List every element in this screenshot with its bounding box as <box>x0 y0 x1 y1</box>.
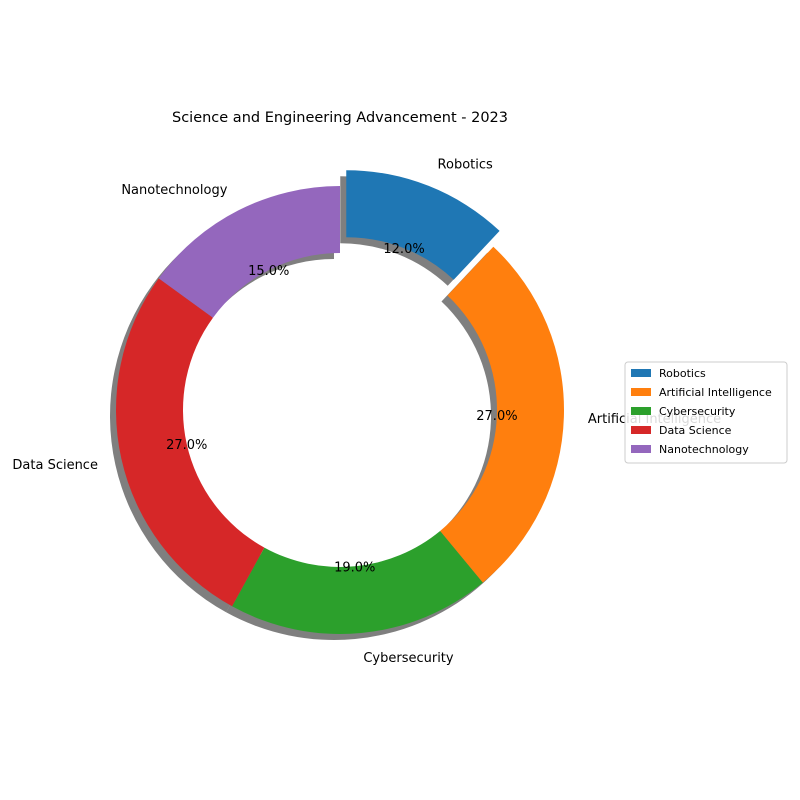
legend-swatch-cybersecurity <box>631 407 651 415</box>
legend-swatch-robotics <box>631 369 651 377</box>
wedge-cybersecurity <box>232 530 483 634</box>
wedge-data-science <box>115 278 265 607</box>
wedge-artificial-intelligence <box>440 246 565 583</box>
category-label-nanotechnology: Nanotechnology <box>121 183 227 198</box>
chart-title: Science and Engineering Advancement - 20… <box>172 110 508 126</box>
pct-label-data-science: 27.0% <box>166 438 207 453</box>
pct-label-nanotechnology: 15.0% <box>248 264 289 279</box>
category-label-cybersecurity: Cybersecurity <box>363 651 454 666</box>
legend-label-cybersecurity: Cybersecurity <box>659 405 736 418</box>
legend-swatch-data-science <box>631 426 651 434</box>
legend: Robotics Artificial Intelligence Cybersecu… <box>624 361 788 464</box>
legend-box <box>624 361 788 464</box>
category-label-data-science: Data Science <box>12 458 98 473</box>
pct-label-artificial-intelligence: 27.0% <box>476 409 517 424</box>
legend-label-nanotechnology: Nanotechnology <box>659 443 749 456</box>
legend-label-artificial-intelligence: Artificial Intelligence <box>659 386 772 399</box>
wedge-robotics <box>346 170 500 280</box>
wedge-layer <box>115 170 565 634</box>
category-label-robotics: Robotics <box>438 158 493 173</box>
legend-label-data-science: Data Science <box>659 424 732 437</box>
pct-label-cybersecurity: 19.0% <box>334 560 375 575</box>
legend-swatch-artificial-intelligence <box>631 388 651 396</box>
pct-label-robotics: 12.0% <box>383 242 424 257</box>
legend-swatch-nanotechnology <box>631 445 651 453</box>
wedge-nanotechnology <box>158 186 340 318</box>
legend-label-robotics: Robotics <box>659 367 706 380</box>
